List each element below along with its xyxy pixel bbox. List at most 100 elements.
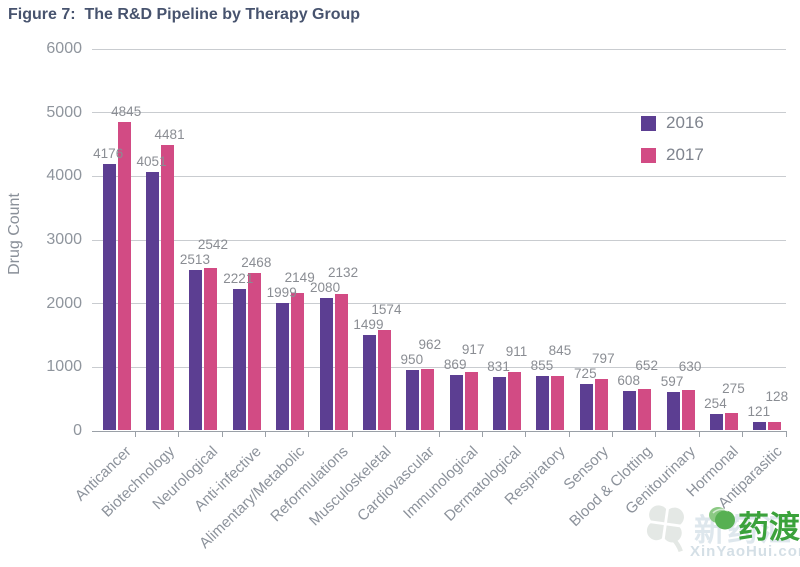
value-label-2017: 630 [678,359,702,374]
value-label-2017: 652 [635,358,658,374]
x-axis-tick [785,431,787,437]
y-tick-label: 2000 [46,294,82,312]
legend: 2016 2017 [641,113,704,177]
bar-2016 [319,297,333,430]
value-label-2016: 254 [704,395,727,411]
x-axis-tick [134,431,136,437]
bar-2016 [623,391,637,430]
value-label-2016: 2221 [223,270,254,286]
y-tick-label: 4000 [46,167,82,185]
value-label-2016: 950 [400,351,424,367]
value-label-2017: 962 [418,336,442,352]
value-label-2017: 911 [505,344,528,360]
bar-2017 [161,144,175,430]
gridline [92,175,786,177]
bar-2017 [464,371,478,430]
bar-2017 [508,372,522,430]
value-label-2017: 2149 [284,269,315,285]
bar-2016 [276,302,290,430]
gridline [92,366,786,368]
y-tick-label: 5000 [46,103,82,121]
x-axis-tick [351,431,353,437]
plot-area: 2016 2017 0 1000 2000 3000 4000 5000 6000 4176 48… [46,40,789,552]
gridline [92,239,786,241]
value-label-2017: 275 [722,380,745,396]
x-axis-tick [612,431,613,437]
value-label-2016: 2513 [179,252,210,268]
bar-2016 [146,172,160,430]
x-axis-tick [308,431,310,437]
bar-2017 [204,268,218,430]
bar-2017 [291,293,305,430]
value-label-2017: 845 [548,342,572,358]
figure-title: Figure 7: The R&D Pipeline by Therapy Gr… [8,6,361,23]
bar-2016 [579,383,593,430]
bar-2016 [232,288,246,430]
value-label-2016: 1999 [266,284,297,300]
value-label-2016: 4176 [93,146,124,162]
value-label-2016: 4051 [136,154,167,170]
bar-2017 [117,121,131,430]
watermark: 新药汇 药渡 XinYaoHui.com [618,497,800,567]
bar-2016 [753,422,767,430]
bar-2017 [377,329,391,430]
value-label-2017: 2468 [241,254,272,270]
bar-2017 [638,388,652,430]
value-label-2017: 797 [592,350,615,366]
x-axis-tick [481,431,483,437]
value-label-2016: 855 [530,357,554,373]
value-label-2016: 608 [617,373,640,389]
y-tick-label: 3000 [46,231,82,248]
bar-2016 [536,375,550,430]
x-axis-tick [568,431,570,437]
bar-2017 [334,294,348,430]
x-axis-tick [525,431,527,437]
gridline [92,303,786,305]
value-label-2016: 1499 [353,316,384,332]
value-label-2017: 4845 [111,103,142,119]
value-label-2017: 128 [765,389,789,405]
value-label-2017: 1574 [371,301,402,317]
x-axis-tick [265,431,266,437]
bar-2016 [362,334,376,430]
x-category-label: Dermatological [441,443,525,525]
legend-label-2017: 2017 [666,145,704,164]
bar-2017 [594,379,608,430]
leaf-icon [709,507,735,530]
x-axis-tick [221,431,223,437]
gridline [92,48,786,50]
value-label-2016: 121 [747,404,771,420]
x-axis-tick [178,431,180,437]
value-label-2017: 4481 [154,126,185,142]
bar-2017 [724,412,738,430]
gridline [92,112,786,114]
bar-2016 [666,392,680,430]
y-tick-label: 1000 [46,358,82,376]
bar-2017 [681,389,695,430]
x-axis-tick [698,431,700,437]
x-axis-tick [395,431,397,437]
bar-2016 [102,164,116,430]
bar-2016 [189,270,203,430]
legend-item-2017: 2017 [641,145,704,165]
bar-2016 [493,377,507,430]
watermark-domain: XinYaoHui.com [690,543,800,560]
bar-2017 [247,272,261,430]
clover-icon [646,504,685,553]
value-label-2016: 831 [487,359,510,375]
bar-2017 [421,368,435,430]
x-axis-tick [742,431,744,437]
legend-label-2016: 2016 [666,113,704,132]
value-label-2016: 869 [443,356,467,372]
bar-2017 [768,421,782,430]
value-label-2016: 2080 [310,279,341,295]
bar-2016 [406,369,420,430]
legend-swatch-2016 [641,115,656,131]
y-tick-label: 0 [73,422,82,439]
value-label-2017: 2542 [197,237,228,253]
value-label-2016: 725 [574,365,597,381]
x-axis-tick [438,431,440,437]
x-axis-tick [655,431,657,437]
legend-swatch-2017 [641,147,656,163]
